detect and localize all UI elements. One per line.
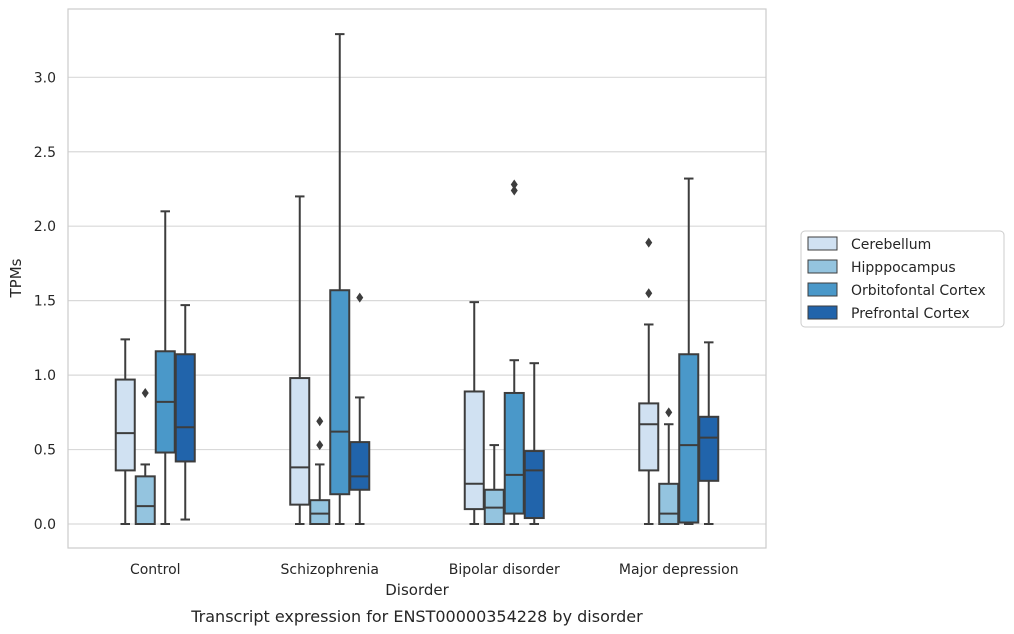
box — [134, 475, 156, 525]
outlier-point — [316, 416, 324, 427]
x-tick-label: Control — [130, 562, 181, 578]
chart-caption: Transcript expression for ENST0000035422… — [190, 607, 643, 626]
box — [658, 482, 680, 525]
box — [289, 377, 311, 506]
box — [523, 450, 545, 520]
y-axis-label: TPMs — [7, 258, 25, 298]
box — [678, 353, 700, 524]
legend-swatch — [807, 282, 838, 297]
outlier-point — [141, 387, 149, 398]
legend-entry-label: Orbitofontal Cortex — [851, 283, 986, 299]
y-tick-label: 3.0 — [34, 70, 56, 86]
legend-swatch — [807, 305, 838, 320]
plot-area — [67, 8, 767, 549]
x-tick-label: Schizophrenia — [281, 562, 379, 578]
y-axis-ticks: 0.0 0.5 1.0 1.5 2.0 2.5 3.0 — [34, 70, 56, 533]
outlier-point — [316, 440, 324, 451]
x-tick-label: Major depression — [619, 562, 739, 578]
box — [114, 378, 136, 472]
box-series — [114, 195, 660, 525]
outlier-point — [645, 288, 653, 299]
legend-entry-label: Hipppocampus — [851, 260, 956, 276]
box — [503, 391, 525, 515]
box — [349, 441, 371, 491]
legend-swatch — [807, 259, 838, 274]
x-tick-label: Bipolar disorder — [449, 562, 560, 578]
outlier-point — [510, 179, 518, 190]
x-axis-label: Disorder — [385, 581, 449, 599]
y-tick-label: 2.0 — [34, 219, 56, 235]
y-tick-label: 1.5 — [34, 294, 56, 310]
box-series — [154, 33, 700, 525]
outlier-point — [356, 292, 364, 303]
outlier-point — [510, 185, 518, 196]
grid-lines — [68, 76, 766, 525]
box — [329, 289, 351, 496]
box-series — [134, 387, 680, 525]
box — [309, 499, 331, 525]
box — [174, 353, 196, 463]
outlier-point — [645, 237, 653, 248]
outlier-point — [665, 407, 673, 418]
x-axis-ticks: Control Schizophrenia Bipolar disorder Majo… — [130, 562, 739, 578]
legend-swatch — [807, 236, 838, 251]
legend-entry-label: Prefrontal Cortex — [851, 306, 970, 322]
box — [698, 415, 720, 482]
legend-frame — [800, 230, 1005, 328]
y-tick-label: 0.5 — [34, 443, 56, 459]
box-series-group — [114, 33, 720, 525]
y-tick-label: 1.0 — [34, 368, 56, 384]
legend: Cerebellum Hipppocampus Orbitofontal Corte… — [800, 230, 1005, 328]
y-tick-label: 0.0 — [34, 517, 56, 533]
box — [463, 390, 485, 511]
box-series — [174, 292, 720, 525]
y-tick-label: 2.5 — [34, 145, 56, 161]
legend-entry-label: Cerebellum — [851, 237, 931, 253]
box — [638, 402, 660, 472]
